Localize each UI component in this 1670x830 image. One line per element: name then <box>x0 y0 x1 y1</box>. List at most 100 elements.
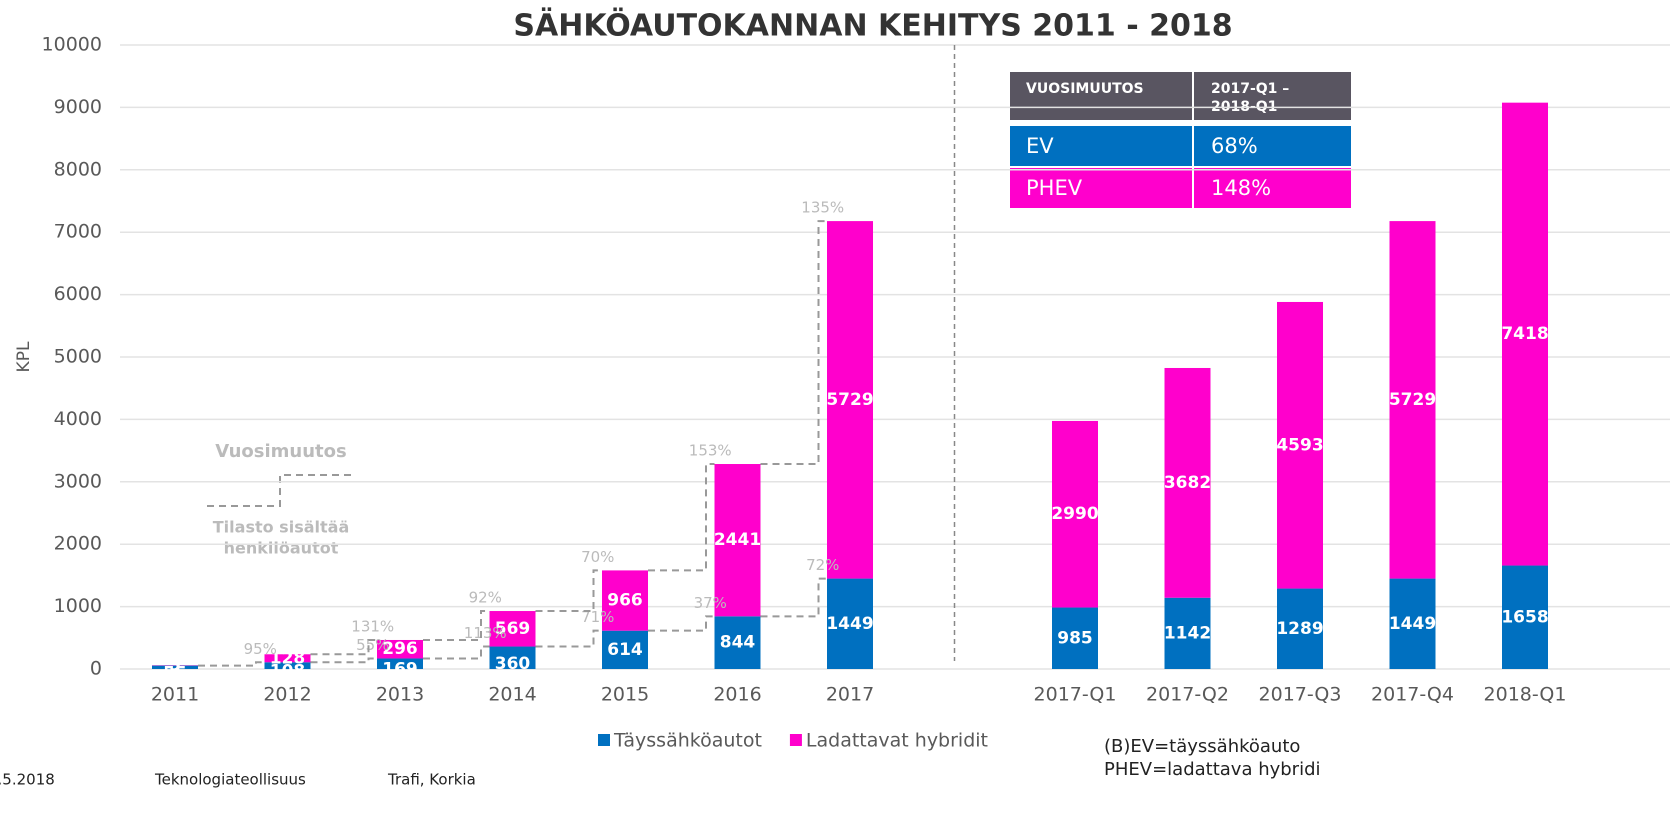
value-label: 569 <box>495 619 531 639</box>
growth-line <box>535 569 602 613</box>
table-cell-text: PHEV <box>1026 176 1083 200</box>
legend-swatch <box>789 734 802 746</box>
value-label: 5729 <box>826 390 873 410</box>
bar-segment <box>714 616 761 669</box>
bar-segment <box>714 464 761 617</box>
bar-segment <box>152 665 198 669</box>
y-tick-label: 5000 <box>54 346 102 368</box>
legend-swatch <box>598 734 610 746</box>
bar-segment <box>1052 607 1098 669</box>
bar-segment <box>489 611 536 647</box>
bar-segment <box>1052 420 1098 608</box>
table-header: 2017-Q1 – <box>1211 81 1289 97</box>
y-tick-label: 3000 <box>54 470 102 492</box>
table-cell-text: EV <box>1026 134 1054 158</box>
growth-label: 71% <box>581 608 614 626</box>
x-tick-label: 2013 <box>376 684 424 706</box>
value-label: 3682 <box>1164 473 1211 493</box>
bar-segment <box>377 658 423 669</box>
table-header-cell <box>1194 72 1351 120</box>
y-tick-label: 7000 <box>54 221 102 243</box>
y-tick-label: 2000 <box>54 533 102 555</box>
value-label: 55 <box>163 663 187 683</box>
y-tick-label: 1000 <box>54 595 102 617</box>
value-label: 108 <box>270 662 306 682</box>
growth-label: 37% <box>694 594 727 612</box>
y-tick-label: 0 <box>90 658 102 680</box>
bar-segment <box>602 570 648 631</box>
table-cell-text: 68% <box>1211 134 1258 158</box>
table-cell-text: 148% <box>1211 176 1271 200</box>
growth-legend-line <box>207 474 352 507</box>
growth-line <box>198 661 265 667</box>
y-axis-label: KPL <box>14 341 34 372</box>
footer: 7.5.2018 <box>0 771 55 789</box>
bar-segment <box>264 654 311 663</box>
table-header-cell <box>1010 72 1192 120</box>
bar-segment <box>377 639 423 659</box>
x-tick-label: 2018-Q1 <box>1484 684 1567 706</box>
footnote: PHEV=ladattava hybridi <box>1104 759 1321 780</box>
table-cell <box>1010 126 1192 166</box>
table-cell <box>1194 168 1351 208</box>
value-label: 985 <box>1057 628 1093 648</box>
bar-segment <box>1164 597 1211 669</box>
x-tick-label: 2016 <box>713 684 761 706</box>
value-label: 844 <box>720 633 756 653</box>
growth-legend-title: Vuosimuutos <box>215 441 346 462</box>
value-label: 360 <box>495 654 531 674</box>
x-tick-label: 2012 <box>263 684 311 706</box>
table: VUOSIMUUTOS 2017-Q1 – 2018-Q1 EV 68% PHE… <box>1010 72 1351 208</box>
value-label: 1289 <box>1276 619 1323 639</box>
x-tick-label: 2011 <box>151 684 199 706</box>
x-tick-label: 2015 <box>601 684 649 706</box>
growth-line <box>310 638 377 656</box>
footnote: (B)EV=täyssähköauto <box>1104 736 1300 757</box>
note: henkilöautot <box>224 539 339 558</box>
bar-segment <box>1389 578 1436 669</box>
growth-line <box>423 645 490 660</box>
legend-label: Täyssähköautot <box>613 730 762 752</box>
y-tick-label: 9000 <box>54 96 102 118</box>
growth-label: 131% <box>351 617 394 635</box>
note: Tilasto sisältää <box>213 518 349 537</box>
growth-line <box>535 629 602 648</box>
value-label: 128 <box>270 648 306 668</box>
table-cell <box>1194 126 1351 166</box>
value-label: 1449 <box>826 614 873 634</box>
value-label: 5 <box>169 655 181 675</box>
plot: 0 1000 2000 3000 4000 5000 6000 7000 8000 9000 100… <box>42 34 1670 752</box>
bar-segment <box>1389 221 1436 579</box>
footer: Trafi, Korkia <box>387 771 476 789</box>
x-tick-label: 2017-Q2 <box>1146 684 1229 706</box>
x-tick-label: 2014 <box>488 684 536 706</box>
y-tick-label: 6000 <box>54 283 102 305</box>
value-label: 169 <box>382 660 418 680</box>
value-label: 1658 <box>1501 607 1548 627</box>
value-label: 966 <box>607 591 643 611</box>
chart-title: SÄHKÖAUTOKANNAN KEHITYS 2011 - 2018 <box>513 7 1232 44</box>
y-tick-label: 8000 <box>54 158 102 180</box>
bar-segment <box>827 578 873 669</box>
bar-segment <box>1502 102 1548 566</box>
x-tick-label: 2017-Q1 <box>1034 684 1117 706</box>
value-label: 296 <box>382 639 418 659</box>
bar-segment <box>489 646 536 669</box>
value-label: 1142 <box>1164 623 1211 643</box>
growth-label: 135% <box>801 199 844 217</box>
bar-segment <box>827 221 873 579</box>
bar-segment <box>264 662 311 669</box>
value-label: 2990 <box>1051 504 1098 524</box>
value-label: 4593 <box>1276 435 1323 455</box>
growth-line <box>648 615 715 632</box>
y-tick-label: 4000 <box>54 408 102 430</box>
bar-segment <box>1277 588 1323 669</box>
growth-label: 92% <box>469 589 502 607</box>
y-tick-label: 10000 <box>42 34 102 56</box>
x-tick-label: 2017-Q4 <box>1371 684 1454 706</box>
growth-label: 113% <box>464 624 507 642</box>
growth-label: 153% <box>689 442 732 460</box>
value-label: 1449 <box>1389 614 1436 634</box>
growth-line <box>760 577 827 618</box>
